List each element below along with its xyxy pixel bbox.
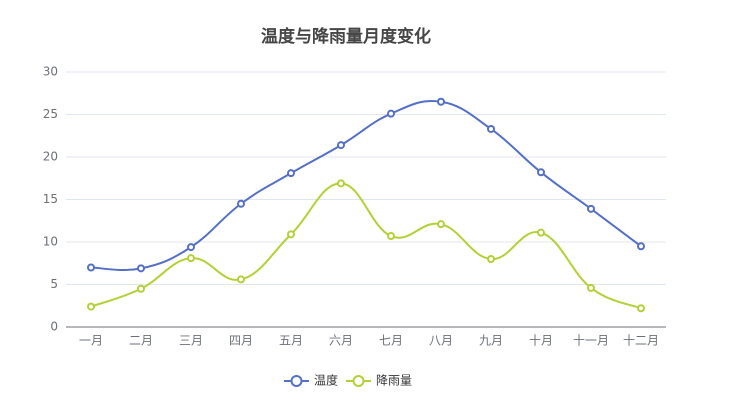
x-tick-label: 六月	[329, 334, 353, 348]
y-tick-label: 10	[43, 235, 58, 249]
point	[137, 284, 145, 293]
point	[537, 168, 545, 177]
y-tick-label: 30	[43, 65, 58, 79]
point	[637, 242, 645, 251]
x-tick-label: 三月	[179, 334, 203, 348]
legend-marker	[352, 375, 365, 387]
point	[587, 283, 595, 292]
point	[437, 220, 445, 229]
point	[237, 275, 245, 284]
chart-title: 温度与降雨量月度变化	[261, 26, 431, 47]
point	[387, 232, 395, 241]
point	[187, 243, 195, 252]
x-tick-label: 十月	[529, 334, 553, 348]
y-tick-label: 15	[43, 192, 58, 206]
point	[487, 124, 495, 133]
y-tick-label: 5	[50, 277, 58, 291]
x-tick-label: 七月	[379, 334, 403, 348]
x-tick-label: 十二月	[623, 334, 659, 348]
point	[437, 97, 445, 106]
y-tick-label: 0	[50, 320, 58, 334]
point	[587, 204, 595, 213]
x-tick-label: 五月	[279, 334, 303, 348]
point	[537, 228, 545, 237]
point	[287, 169, 295, 178]
line	[90, 182, 642, 310]
legend-label: 温度	[314, 373, 338, 388]
y-tick-label: 20	[43, 150, 58, 164]
point	[87, 263, 95, 272]
x-tick-label: 八月	[429, 334, 453, 348]
legend-label: 降雨量	[376, 374, 412, 388]
point	[87, 302, 95, 311]
point	[337, 141, 345, 150]
point	[287, 230, 295, 239]
point	[187, 254, 195, 263]
point	[237, 199, 245, 208]
x-tick-label: 二月	[129, 334, 153, 348]
x-tick-label: 九月	[479, 334, 503, 348]
point	[487, 255, 495, 263]
point	[387, 109, 395, 118]
point	[637, 304, 645, 313]
line	[90, 100, 642, 271]
x-tick-label: 十一月	[573, 334, 609, 348]
point	[137, 264, 145, 273]
x-tick-label: 一月	[79, 334, 103, 348]
y-tick-label: 25	[43, 107, 58, 121]
point	[337, 179, 345, 188]
x-tick-label: 四月	[229, 334, 253, 348]
legend-marker	[290, 375, 303, 387]
